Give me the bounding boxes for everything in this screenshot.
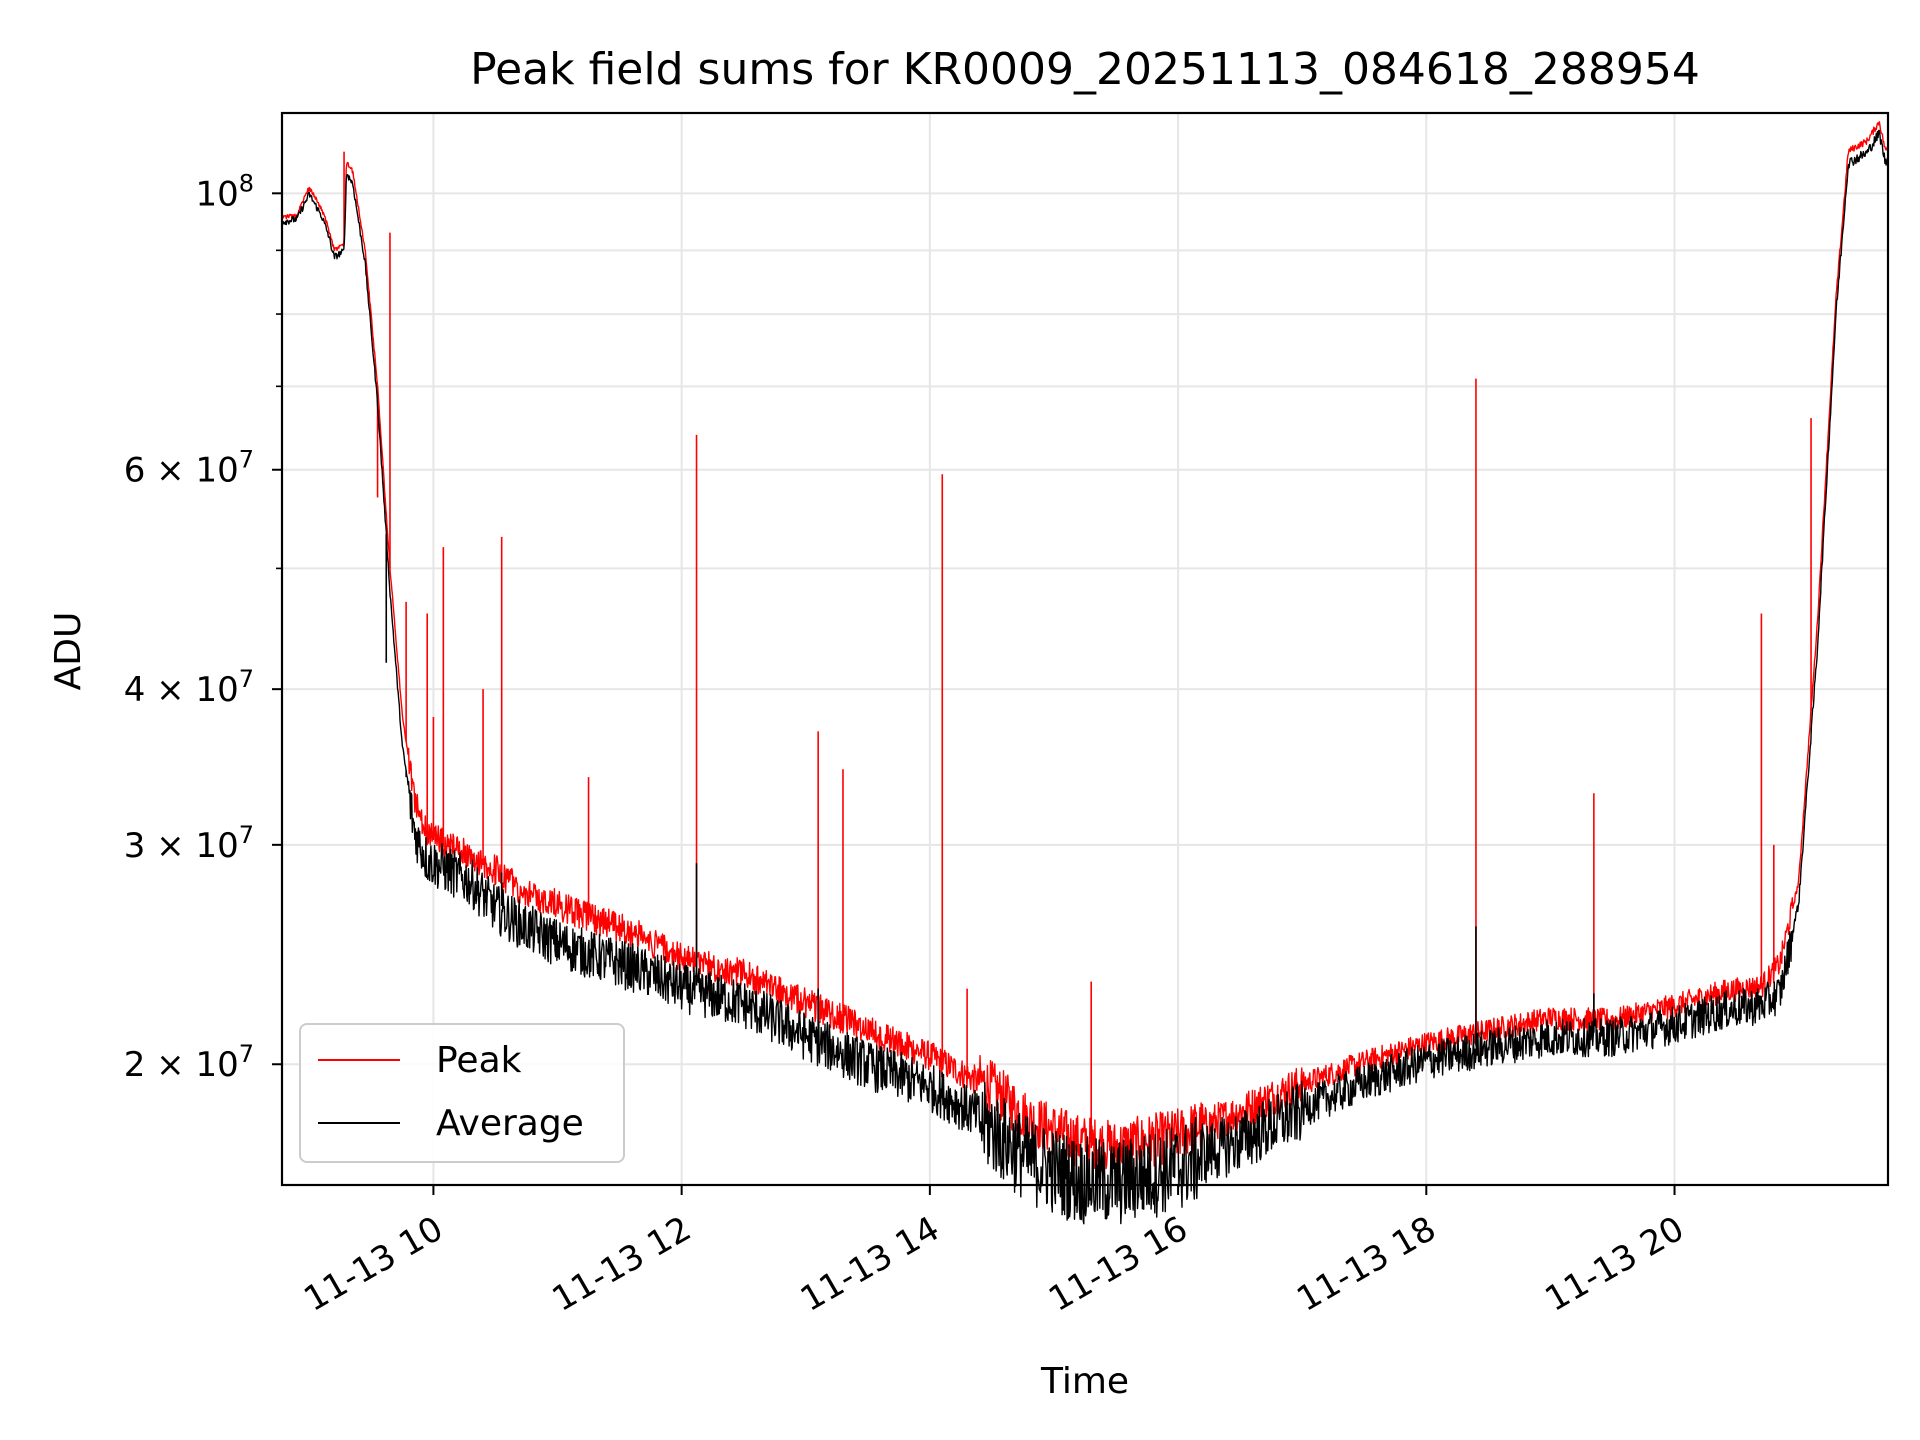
series-line-average <box>281 129 1889 1225</box>
y-tick-label: 2 × 107 <box>124 1040 254 1085</box>
series-layer <box>281 121 1889 1225</box>
series-line-peak <box>281 121 1889 1173</box>
plot-frame <box>280 111 1890 1187</box>
legend: Peak Average <box>299 1023 625 1163</box>
chart-title: Peak field sums for KR0009_20251113_0846… <box>470 44 1700 95</box>
x-axis-label: Time <box>1040 1361 1129 1402</box>
legend-label-peak: Peak <box>436 1040 522 1081</box>
legend-frame <box>299 1023 625 1163</box>
y-tick-label: 3 × 107 <box>124 821 254 866</box>
legend-label-average: Average <box>436 1103 584 1144</box>
y-tick-label: 6 × 107 <box>124 446 254 491</box>
y-axis-label: ADU <box>48 612 89 691</box>
grid <box>282 113 1888 1185</box>
y-tick-label: 4 × 107 <box>124 665 254 710</box>
